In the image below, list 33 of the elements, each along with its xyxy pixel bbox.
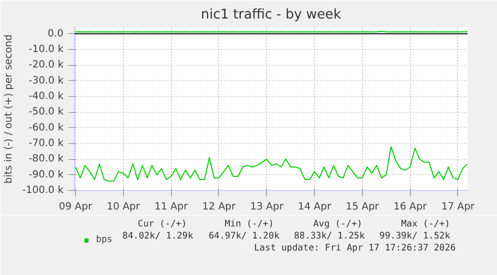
y-tick-label: -20.0 k <box>28 60 64 71</box>
x-tick-label: 17 Apr <box>441 202 476 212</box>
x-tick-label: 10 Apr <box>106 202 141 212</box>
y-tick-label: -70.0 k <box>28 138 64 149</box>
text: Min (-/+) <box>224 220 274 230</box>
x-tick-label: 16 Apr <box>394 202 428 212</box>
legend-label: bps <box>96 235 114 245</box>
x-tick-label: 12 Apr <box>202 202 236 212</box>
text: 64.97k/ 1.20k <box>208 232 280 242</box>
text: 99.39k/ 1.52k <box>379 232 451 242</box>
x-tick-label: 11 Apr <box>154 202 189 212</box>
x-tick-label: 14 Apr <box>298 202 332 212</box>
y-tick-label: -60.0 k <box>28 122 64 134</box>
y-tick-label: -50.0 k <box>28 106 64 118</box>
text: Last update: Fri Apr 17 17:26:37 2026 <box>254 244 456 254</box>
y-axis-title: bits in (-) / out (+) per second <box>3 34 14 184</box>
y-tick-label: -100.0 k <box>22 185 64 196</box>
text: Avg (-/+) <box>313 220 362 230</box>
y-tick-label: -30.0 k <box>28 75 64 86</box>
line-series <box>74 146 468 182</box>
y-tick-label: -40.0 k <box>28 90 64 102</box>
y-tick-label: -90.0 k <box>28 169 64 180</box>
chart-title: nic1 traffic - by week <box>200 8 342 22</box>
text: Max (-/+) <box>401 220 450 230</box>
x-tick-label: 13 Apr <box>250 202 284 212</box>
y-tick-label: 0.0 <box>48 28 64 40</box>
x-tick-label: 15 Apr <box>346 202 380 212</box>
text: 88.33k/ 1.25k <box>294 232 366 242</box>
text: 84.02k/ 1.29k <box>122 232 194 242</box>
y-tick-label: -80.0 k <box>28 154 64 165</box>
y-tick-label: -10.0 k <box>28 44 64 55</box>
text: Cur (-/+) <box>138 220 187 230</box>
x-tick-label: 09 Apr <box>58 202 93 212</box>
